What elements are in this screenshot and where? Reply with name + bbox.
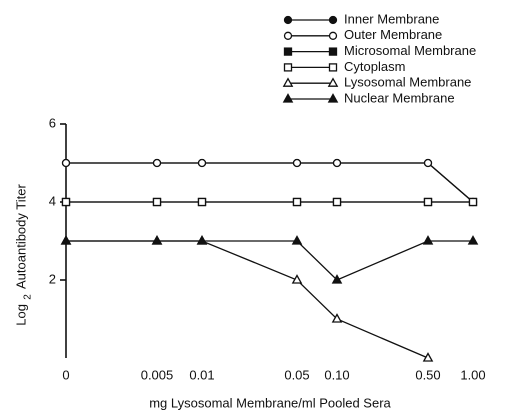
legend-marker	[328, 47, 338, 56]
marker	[292, 197, 302, 207]
marker	[422, 352, 434, 362]
marker	[197, 158, 207, 168]
legend-marker	[283, 15, 293, 25]
x-tick-label: 0.05	[284, 367, 309, 382]
legend-marker	[282, 93, 294, 103]
legend-label: Nuclear Membrane	[344, 90, 455, 105]
marker	[331, 313, 343, 323]
series-line	[66, 162, 474, 203]
legend-label: Lysosomal Membrane	[344, 75, 471, 90]
x-axis-label: mg Lysosomal Membrane/ml Pooled Sera	[149, 395, 391, 410]
marker	[423, 158, 433, 168]
legend-marker	[282, 77, 294, 87]
marker	[61, 197, 71, 207]
x-tick-label: 0.10	[324, 367, 349, 382]
legend-marker	[327, 93, 339, 103]
legend-marker	[328, 15, 338, 25]
y-tick-label: 4	[49, 193, 56, 208]
legend-label: Microsomal Membrane	[344, 43, 476, 58]
marker	[152, 158, 162, 168]
series-line	[66, 240, 473, 281]
y-label-rest: Autoantibody Titer	[13, 184, 28, 289]
marker	[291, 235, 303, 245]
x-tick-label: 0	[62, 367, 69, 382]
marker	[332, 197, 342, 207]
marker	[197, 197, 207, 207]
marker	[60, 235, 72, 245]
x-tick-label: 0.005	[141, 367, 174, 382]
legend-marker	[328, 31, 338, 40]
legend-marker	[283, 31, 293, 40]
y-label-base: Log	[13, 304, 28, 326]
x-tick-label: 1.00	[460, 367, 485, 382]
y-label-subscript: 2	[23, 294, 34, 300]
y-tick-label: 6	[49, 115, 56, 130]
marker	[468, 197, 478, 207]
y-tick-label: 2	[49, 271, 56, 286]
x-tick-label: 0.50	[415, 367, 440, 382]
legend-marker	[283, 47, 293, 56]
marker	[291, 274, 303, 284]
legend-label: Inner Membrane	[344, 11, 439, 26]
marker	[422, 235, 434, 245]
legend-label: Cytoplasm	[344, 59, 405, 74]
marker	[151, 235, 163, 245]
x-tick-label: 0.01	[189, 367, 214, 382]
marker	[423, 197, 433, 207]
marker	[152, 197, 162, 207]
marker	[292, 158, 302, 168]
series-line	[66, 162, 474, 203]
legend-marker	[328, 63, 338, 72]
marker	[196, 235, 208, 245]
legend-marker	[283, 63, 293, 72]
legend-marker	[327, 77, 339, 87]
y-axis-label: Log 2 Autoantibody Titer	[13, 184, 33, 326]
series-line	[66, 240, 429, 359]
marker	[61, 158, 71, 168]
marker	[332, 158, 342, 168]
legend-label: Outer Membrane	[344, 27, 442, 42]
marker	[467, 235, 479, 245]
marker	[331, 274, 343, 284]
